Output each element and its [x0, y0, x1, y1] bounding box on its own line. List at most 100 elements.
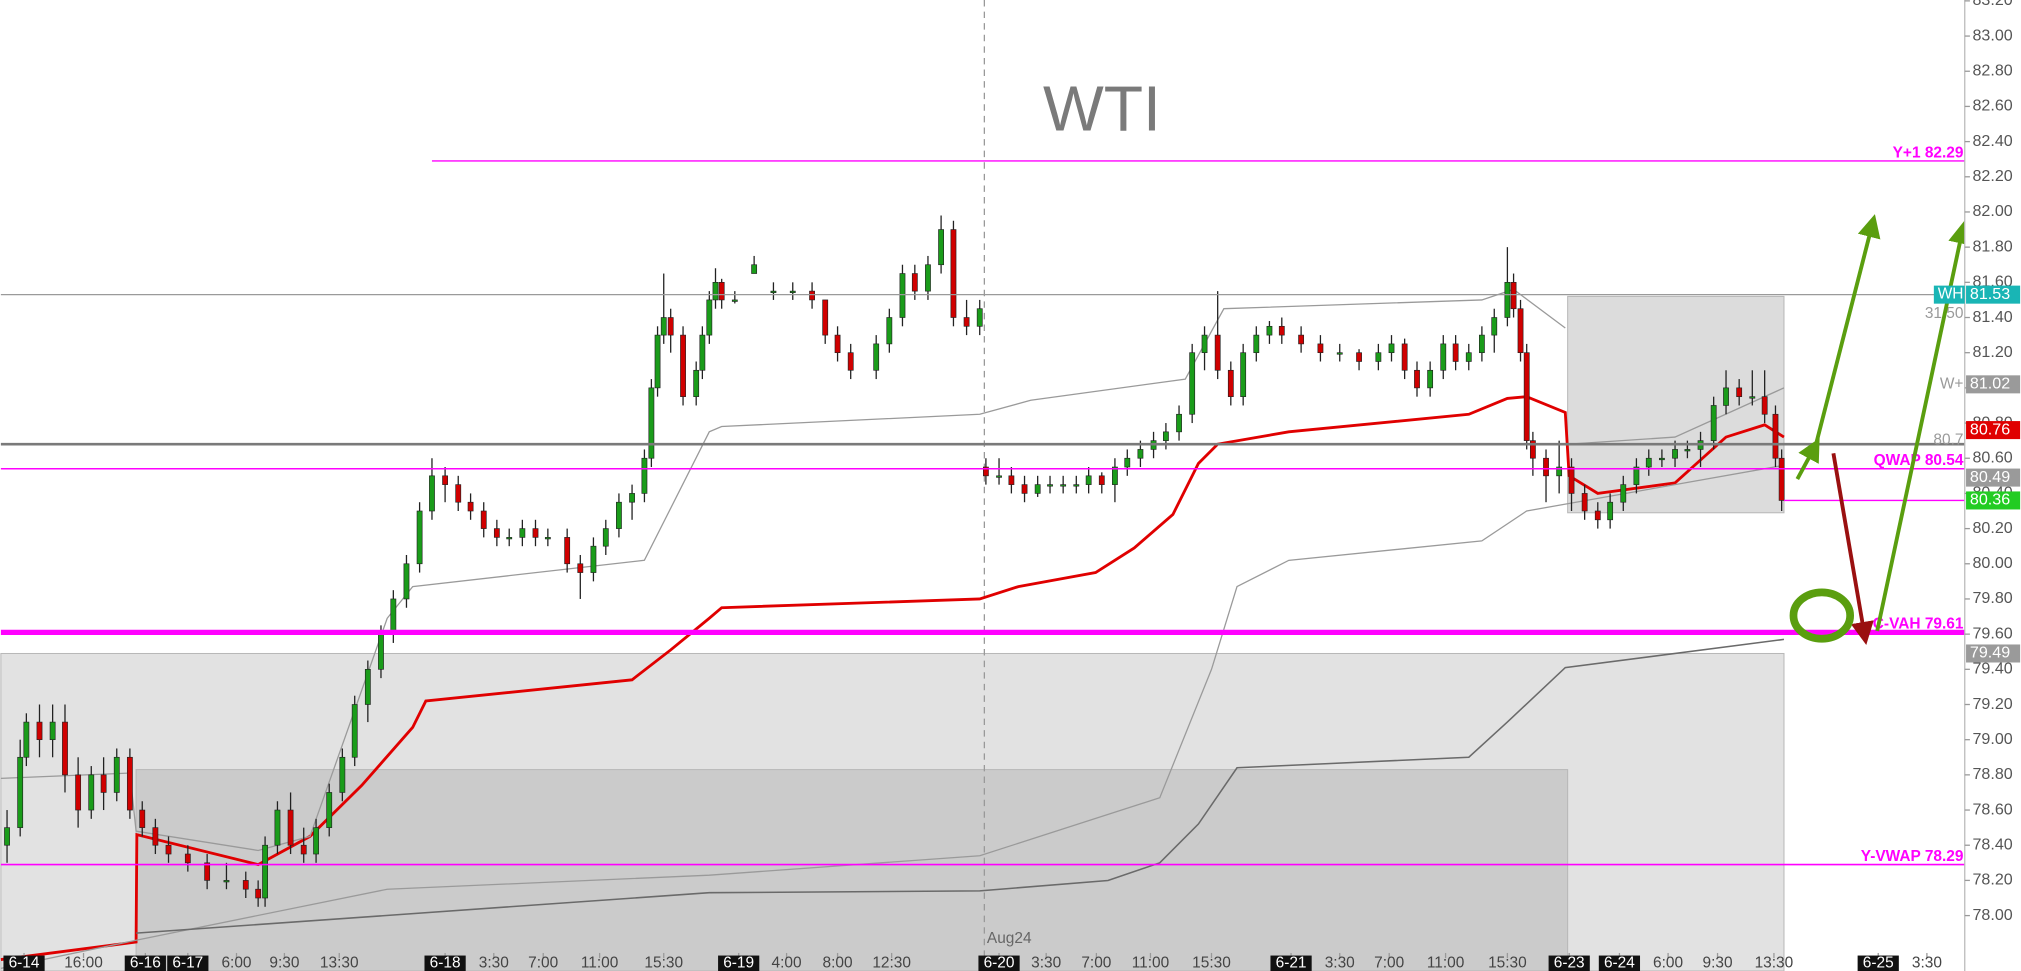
- candle-body: [480, 510, 487, 529]
- candles: [4, 215, 1785, 907]
- candle-body: [1240, 352, 1247, 397]
- arrow: [1831, 452, 1874, 646]
- candle-body: [1659, 457, 1665, 461]
- candle-body: [1504, 282, 1511, 318]
- candle-body: [4, 827, 10, 846]
- price-badge: [1966, 421, 2021, 440]
- candle-body: [822, 299, 829, 336]
- candle-body: [152, 827, 159, 846]
- date-tag: [978, 955, 1020, 971]
- candle-body: [680, 334, 686, 397]
- level-annotation: W+: [1940, 375, 1964, 392]
- candle-body: [113, 756, 120, 793]
- price-badge-label: 81.02: [1970, 375, 2010, 393]
- x-tick-label: 4:00: [772, 954, 802, 971]
- price-badge-label: 80.76: [1970, 420, 2010, 438]
- candle-body: [873, 343, 880, 371]
- candle-body: [789, 290, 796, 293]
- candle-body: [126, 756, 133, 811]
- candle-body: [1414, 369, 1420, 389]
- candle-body: [1607, 501, 1614, 521]
- price-badge: [1966, 491, 2021, 510]
- x-tick-label: 9:30: [269, 954, 299, 971]
- candle-body: [467, 501, 474, 512]
- candle-body: [983, 466, 989, 477]
- candle-body: [577, 563, 584, 573]
- candle-body: [654, 334, 661, 389]
- candle-body: [699, 334, 706, 371]
- candle-body: [1523, 352, 1530, 441]
- candle-body: [1214, 334, 1221, 371]
- candle-body: [1278, 325, 1285, 336]
- candle-body: [1440, 343, 1447, 371]
- candle-body: [544, 537, 551, 540]
- candle-body: [1736, 387, 1743, 397]
- candle-body: [1749, 396, 1756, 399]
- x-tick-label: 6-19: [723, 954, 754, 971]
- x-tick-label: 6-24: [1604, 954, 1635, 971]
- candle-body: [648, 387, 655, 459]
- candle-body: [718, 282, 725, 301]
- candle-body: [1568, 466, 1575, 494]
- candle-body: [88, 774, 95, 811]
- candle-body: [1581, 493, 1588, 512]
- level-label: Y+1 82.29: [1893, 144, 1964, 161]
- candle-body: [660, 317, 667, 336]
- x-tick-label: 6-17: [172, 954, 203, 971]
- level-annotation: 80.7: [1933, 432, 1963, 449]
- candle-body: [1298, 334, 1305, 345]
- candle-body: [731, 299, 738, 302]
- candle-body: [629, 493, 635, 503]
- date-tag: [424, 955, 466, 971]
- y-tick-label: 80.60: [1972, 448, 2012, 466]
- date-tag: [124, 955, 166, 971]
- candle-body: [1620, 484, 1627, 503]
- x-tick-label: 8:00: [823, 954, 853, 971]
- badge-tag: [1933, 285, 1965, 304]
- x-tick-label: 9:30: [1703, 954, 1733, 971]
- candle-body: [1163, 431, 1169, 441]
- date-tag: [1548, 955, 1590, 971]
- candle-body: [1778, 457, 1785, 501]
- price-badge: [1966, 285, 2021, 304]
- candle-body: [564, 537, 571, 565]
- y-tick-label: 82.00: [1972, 202, 2012, 220]
- candle-body: [1491, 317, 1498, 336]
- candle-body: [49, 721, 56, 741]
- date-tag: [1270, 955, 1312, 971]
- candle-body: [313, 827, 319, 855]
- candle-body: [1034, 484, 1041, 494]
- y-tick-label: 83.20: [1972, 0, 2012, 9]
- y-tick-label: 80.20: [1972, 519, 2012, 537]
- x-tick-label: 13:30: [1755, 954, 1794, 971]
- candle-body: [351, 704, 358, 758]
- x-tick-label: 6-25: [1863, 954, 1894, 971]
- candle-body: [1137, 449, 1144, 459]
- candle-body: [1112, 466, 1118, 485]
- candle-body: [223, 880, 230, 883]
- arrow: [1814, 214, 1881, 443]
- y-tick-label: 82.40: [1972, 132, 2012, 150]
- candle-body: [429, 475, 435, 512]
- price-badge-label: 80.36: [1970, 491, 2010, 509]
- candle-body: [925, 264, 931, 292]
- candle-body: [1684, 449, 1691, 452]
- candle-body: [1388, 343, 1395, 354]
- candle-body: [641, 457, 648, 494]
- candle-body: [1479, 334, 1485, 354]
- candle-body: [364, 668, 371, 705]
- candle-body: [1465, 352, 1472, 362]
- y-tick-label: 80.00: [1972, 554, 2012, 572]
- x-tick-label: 6-18: [430, 954, 461, 971]
- candle-body: [262, 844, 268, 899]
- candle-body: [602, 528, 609, 547]
- candle-body: [1266, 325, 1273, 336]
- indicator-line: [136, 638, 1785, 934]
- y-tick-label: 79.80: [1972, 589, 2012, 607]
- x-tick-label: 15:30: [1192, 954, 1231, 971]
- candle-body: [493, 528, 500, 538]
- candle-body: [847, 352, 854, 371]
- arrow: [1795, 437, 1820, 480]
- candle-body: [287, 809, 294, 846]
- x-tick-label: 6:00: [221, 954, 251, 971]
